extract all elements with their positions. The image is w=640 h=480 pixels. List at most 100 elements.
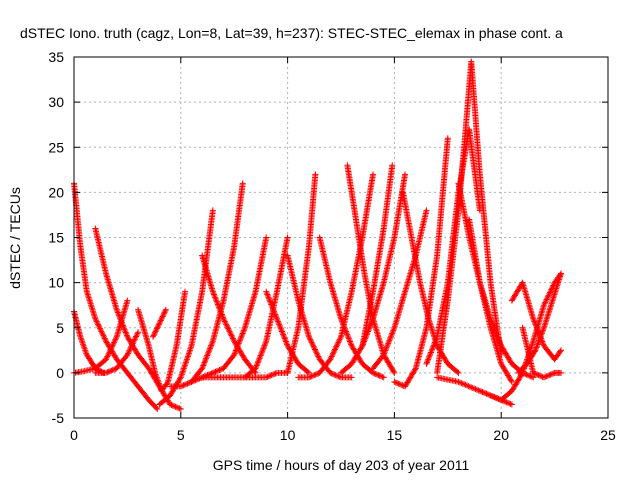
data-point bbox=[382, 347, 389, 354]
data-point bbox=[117, 315, 124, 322]
data-point bbox=[536, 372, 543, 379]
data-point bbox=[111, 366, 118, 373]
data-point bbox=[213, 368, 220, 375]
data-point bbox=[333, 342, 340, 349]
series bbox=[150, 306, 169, 340]
data-point bbox=[153, 327, 160, 334]
data-point bbox=[455, 369, 462, 376]
data-point bbox=[258, 349, 265, 356]
data-point bbox=[548, 371, 555, 378]
data-point bbox=[543, 373, 550, 380]
data-point bbox=[328, 370, 335, 377]
data-point bbox=[494, 332, 501, 339]
data-point bbox=[93, 317, 100, 324]
data-point bbox=[103, 369, 110, 376]
data-point bbox=[333, 372, 340, 379]
series bbox=[135, 288, 189, 394]
data-point bbox=[113, 306, 120, 313]
data-point bbox=[209, 207, 216, 214]
data-point bbox=[425, 355, 432, 362]
data-point bbox=[97, 327, 104, 334]
data-point bbox=[336, 336, 343, 343]
data-point bbox=[385, 340, 392, 347]
data-point bbox=[109, 342, 116, 349]
data-point bbox=[309, 340, 316, 347]
data-point bbox=[105, 352, 112, 359]
data-point bbox=[215, 302, 222, 309]
data-point bbox=[454, 368, 461, 375]
data-point bbox=[311, 372, 318, 379]
data-point bbox=[196, 375, 203, 382]
data-point bbox=[207, 345, 214, 352]
series bbox=[338, 171, 409, 376]
data-point bbox=[266, 295, 273, 302]
data-point bbox=[116, 313, 123, 320]
data-point bbox=[183, 356, 190, 363]
data-point bbox=[202, 356, 209, 363]
x-tick-label: 0 bbox=[70, 427, 78, 443]
data-point bbox=[546, 289, 553, 296]
data-point bbox=[277, 324, 284, 331]
data-point bbox=[534, 325, 541, 332]
data-point bbox=[478, 388, 485, 395]
data-point bbox=[228, 332, 235, 339]
data-point bbox=[171, 403, 178, 410]
x-axis-ticks: 0 5 10 15 20 25 bbox=[70, 57, 616, 443]
data-point bbox=[329, 352, 336, 359]
data-point bbox=[213, 298, 220, 305]
data-point bbox=[164, 380, 171, 387]
data-point bbox=[195, 376, 202, 383]
data-point bbox=[239, 180, 246, 187]
data-point bbox=[213, 297, 220, 304]
data-point bbox=[276, 322, 283, 329]
data-point bbox=[432, 336, 439, 343]
data-point bbox=[534, 341, 541, 348]
data-point bbox=[275, 320, 282, 326]
data-point bbox=[544, 372, 551, 379]
data-point bbox=[227, 329, 234, 336]
data-point bbox=[160, 310, 167, 317]
data-point bbox=[433, 335, 440, 342]
data-point bbox=[493, 331, 500, 338]
data-point bbox=[488, 393, 495, 400]
data-point bbox=[125, 349, 132, 356]
data-point bbox=[315, 353, 322, 360]
data-point bbox=[379, 373, 386, 380]
data-point bbox=[456, 379, 463, 386]
data-point bbox=[108, 345, 115, 352]
data-point bbox=[469, 384, 476, 391]
series bbox=[344, 162, 398, 376]
data-point bbox=[254, 359, 261, 366]
x-tick-label: 10 bbox=[280, 427, 296, 443]
data-point bbox=[111, 338, 118, 345]
data-point bbox=[531, 348, 538, 355]
data-point bbox=[533, 324, 540, 331]
data-point bbox=[482, 390, 489, 397]
data-point bbox=[217, 308, 224, 315]
data-point bbox=[204, 351, 211, 358]
series bbox=[199, 369, 291, 381]
data-point bbox=[168, 402, 175, 409]
data-point bbox=[338, 315, 344, 322]
data-point bbox=[284, 341, 291, 348]
data-point bbox=[153, 404, 160, 411]
data-point bbox=[280, 331, 287, 338]
data-point bbox=[187, 344, 194, 351]
data-point bbox=[264, 292, 271, 299]
data-point bbox=[334, 340, 341, 347]
data-point bbox=[208, 342, 215, 349]
data-point bbox=[494, 395, 501, 402]
data-point bbox=[210, 290, 217, 297]
data-point bbox=[275, 318, 282, 325]
data-point bbox=[281, 335, 288, 342]
data-point bbox=[151, 329, 158, 336]
data-point bbox=[271, 308, 278, 315]
data-point bbox=[540, 326, 547, 333]
series bbox=[295, 171, 377, 381]
data-point bbox=[444, 135, 451, 142]
data-point bbox=[114, 309, 121, 316]
data-point bbox=[273, 315, 280, 322]
data-point bbox=[104, 369, 111, 376]
data-point bbox=[344, 332, 351, 339]
data-point bbox=[268, 301, 275, 308]
